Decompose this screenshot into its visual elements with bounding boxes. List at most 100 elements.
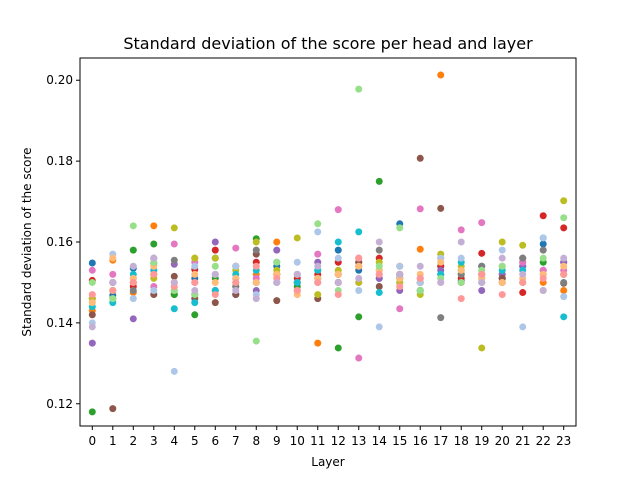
x-tick-label: 13 bbox=[351, 434, 366, 448]
data-point bbox=[150, 270, 158, 278]
x-tick-label: 4 bbox=[170, 434, 178, 448]
data-point bbox=[150, 222, 158, 230]
data-point bbox=[293, 270, 301, 278]
data-point bbox=[498, 291, 506, 299]
data-point bbox=[150, 254, 158, 262]
data-point bbox=[355, 228, 363, 236]
data-point bbox=[88, 408, 96, 416]
data-point bbox=[539, 212, 547, 220]
data-point bbox=[478, 249, 486, 257]
data-point bbox=[478, 344, 486, 352]
data-point bbox=[437, 278, 445, 286]
data-point bbox=[560, 270, 568, 278]
x-tick-label: 15 bbox=[392, 434, 407, 448]
data-point bbox=[539, 240, 547, 248]
data-point bbox=[375, 246, 383, 254]
data-point bbox=[314, 250, 322, 258]
x-tick-label: 16 bbox=[413, 434, 428, 448]
data-point bbox=[150, 287, 158, 295]
data-point bbox=[396, 262, 404, 270]
data-point bbox=[478, 278, 486, 286]
data-point bbox=[252, 295, 260, 303]
data-point bbox=[191, 254, 199, 262]
data-point bbox=[88, 339, 96, 347]
series-10 bbox=[88, 228, 568, 375]
data-point bbox=[88, 278, 96, 286]
data-point bbox=[191, 262, 199, 270]
series-14 bbox=[88, 238, 568, 331]
series-13 bbox=[88, 254, 568, 303]
x-axis-label: Layer bbox=[311, 455, 345, 469]
data-point bbox=[375, 282, 383, 290]
data-point bbox=[437, 258, 445, 266]
data-point bbox=[334, 246, 342, 254]
data-point bbox=[129, 315, 137, 323]
data-point bbox=[478, 219, 486, 227]
data-point bbox=[170, 278, 178, 286]
data-point bbox=[170, 272, 178, 280]
x-tick-label: 5 bbox=[191, 434, 199, 448]
y-tick-label: 0.14 bbox=[46, 316, 73, 330]
data-point bbox=[416, 154, 424, 162]
data-point bbox=[314, 228, 322, 236]
data-point bbox=[191, 278, 199, 286]
x-tick-label: 8 bbox=[252, 434, 260, 448]
data-point bbox=[129, 295, 137, 303]
data-point bbox=[191, 287, 199, 295]
x-tick-label: 18 bbox=[454, 434, 469, 448]
x-tick-label: 6 bbox=[211, 434, 219, 448]
series-3 bbox=[88, 212, 568, 297]
data-point bbox=[539, 274, 547, 282]
data-point bbox=[232, 262, 240, 270]
x-tick-label: 2 bbox=[129, 434, 137, 448]
data-point bbox=[355, 274, 363, 282]
data-point bbox=[519, 278, 527, 286]
data-point bbox=[457, 295, 465, 303]
data-point bbox=[88, 299, 96, 307]
data-point bbox=[109, 405, 117, 413]
data-point bbox=[191, 299, 199, 307]
data-point bbox=[232, 287, 240, 295]
data-point bbox=[539, 287, 547, 295]
data-point bbox=[314, 278, 322, 286]
x-tick-label: 9 bbox=[273, 434, 281, 448]
data-point bbox=[293, 278, 301, 286]
data-point bbox=[170, 224, 178, 232]
y-tick-label: 0.16 bbox=[46, 235, 73, 249]
x-tick-label: 10 bbox=[290, 434, 305, 448]
data-point bbox=[109, 270, 117, 278]
data-point bbox=[293, 258, 301, 266]
data-point bbox=[334, 238, 342, 246]
data-point bbox=[416, 205, 424, 213]
data-point bbox=[437, 314, 445, 322]
data-point bbox=[88, 291, 96, 299]
data-point bbox=[416, 287, 424, 295]
data-point bbox=[498, 246, 506, 254]
data-point bbox=[560, 313, 568, 321]
data-point bbox=[539, 254, 547, 262]
data-point bbox=[314, 339, 322, 347]
data-point bbox=[560, 197, 568, 205]
data-point bbox=[211, 278, 219, 286]
data-point bbox=[560, 287, 568, 295]
data-point bbox=[109, 254, 117, 262]
data-point bbox=[355, 354, 363, 362]
data-point bbox=[170, 367, 178, 375]
data-point bbox=[314, 220, 322, 228]
data-point bbox=[273, 297, 281, 305]
data-point bbox=[150, 240, 158, 248]
data-point bbox=[211, 299, 219, 307]
x-tick-label: 23 bbox=[556, 434, 571, 448]
points-layer bbox=[88, 71, 568, 416]
data-point bbox=[170, 305, 178, 313]
series-2 bbox=[88, 177, 568, 416]
x-tick-label: 12 bbox=[331, 434, 346, 448]
data-point bbox=[375, 323, 383, 331]
x-tick-label: 22 bbox=[536, 434, 551, 448]
data-point bbox=[498, 254, 506, 262]
series-0 bbox=[88, 220, 568, 299]
series-1 bbox=[88, 71, 568, 347]
x-tick-label: 7 bbox=[232, 434, 240, 448]
data-point bbox=[437, 71, 445, 79]
